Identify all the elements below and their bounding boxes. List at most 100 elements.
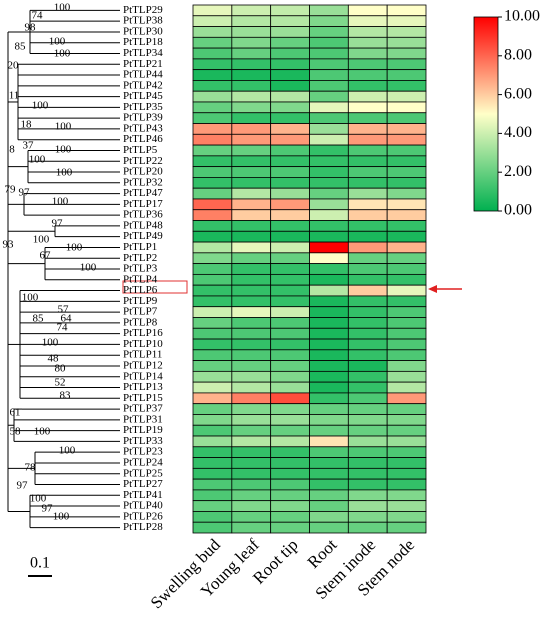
cell	[270, 370, 310, 383]
row-label: PtTLP14	[123, 370, 163, 382]
row-label: PtTLP49	[123, 230, 163, 242]
cell	[231, 424, 272, 437]
cell	[270, 478, 310, 491]
cell	[231, 101, 272, 114]
bootstrap-label: 97	[52, 218, 64, 230]
row-label: PtTLP41	[123, 489, 163, 501]
row-label: PtTLP6	[123, 284, 158, 296]
cell	[270, 435, 310, 448]
cell	[309, 500, 349, 512]
cell	[270, 284, 310, 297]
cell	[192, 36, 233, 49]
cell	[192, 263, 233, 275]
bootstrap-label: 20	[8, 60, 20, 72]
bootstrap-label: 48	[48, 353, 60, 365]
cell	[192, 414, 233, 426]
cell	[309, 392, 349, 405]
cell	[309, 370, 349, 383]
row-label: PtTLP8	[123, 316, 158, 328]
cell	[386, 230, 427, 243]
cell	[347, 446, 388, 458]
cell	[192, 101, 233, 114]
cell	[270, 123, 310, 135]
cell	[192, 112, 233, 124]
cell	[231, 338, 272, 351]
cell	[231, 4, 272, 17]
cell	[270, 26, 310, 38]
cell	[192, 295, 233, 308]
bootstrap-label: 100	[30, 493, 47, 505]
cell	[309, 327, 349, 340]
row-label: PtTLP34	[123, 47, 163, 59]
cell	[231, 467, 272, 480]
row-label: PtTLP2	[123, 252, 157, 264]
row-label: PtTLP45	[123, 90, 163, 102]
cell	[192, 360, 233, 372]
bootstrap-label: 64	[61, 313, 73, 325]
cell	[309, 521, 349, 534]
cell	[270, 90, 310, 103]
bootstrap-label: 97	[42, 503, 54, 515]
cell	[270, 263, 310, 275]
bootstrap-label: 100	[56, 167, 73, 179]
cell	[309, 241, 349, 254]
cell	[386, 133, 427, 146]
row-label: PtTLP40	[123, 500, 163, 512]
row-label: PtTLP19	[123, 424, 163, 436]
cell	[386, 349, 427, 361]
cell	[192, 80, 233, 92]
cell	[192, 338, 233, 351]
cell	[347, 273, 388, 286]
cell	[309, 80, 349, 92]
cell	[192, 123, 233, 135]
cell	[386, 198, 427, 211]
row-label: PtTLP20	[123, 166, 163, 178]
cell	[347, 155, 388, 168]
cell	[309, 112, 349, 124]
cell	[347, 457, 388, 469]
cell	[309, 123, 349, 135]
bootstrap-label: 37	[23, 140, 35, 152]
cell	[347, 177, 388, 189]
row-label: PtTLP4	[123, 273, 158, 285]
cell	[231, 58, 272, 71]
cell	[386, 338, 427, 351]
cell	[309, 317, 349, 329]
row-label: PtTLP32	[123, 176, 163, 188]
bootstrap-label: 74	[32, 10, 44, 22]
bootstrap-label: 100	[34, 426, 51, 438]
cell	[347, 69, 388, 81]
cell	[347, 90, 388, 103]
cell	[192, 284, 233, 297]
cell	[386, 435, 427, 448]
cell	[309, 295, 349, 308]
row-label: PtTLP28	[123, 521, 163, 533]
cell	[347, 144, 388, 157]
row-label: PtTLP9	[123, 295, 158, 307]
cell	[231, 198, 272, 211]
cell	[309, 90, 349, 103]
bootstrap-label: 58	[10, 426, 22, 438]
bootstrap-label: 93	[3, 239, 15, 251]
cell	[309, 489, 349, 502]
cell	[386, 252, 427, 265]
cell	[231, 241, 272, 254]
cell	[270, 338, 310, 351]
cell	[347, 47, 388, 60]
cell	[386, 306, 427, 318]
cell	[347, 381, 388, 394]
cell	[192, 187, 233, 200]
cell	[192, 435, 233, 448]
cell	[309, 209, 349, 221]
cell	[231, 511, 272, 523]
cell	[386, 295, 427, 308]
cell	[386, 284, 427, 297]
cell	[270, 317, 310, 329]
cell	[270, 144, 310, 157]
row-label: PtTLP21	[123, 58, 163, 70]
cell	[386, 209, 427, 221]
bootstrap-label: 79	[5, 184, 17, 196]
colorbar	[473, 16, 499, 212]
cell	[231, 220, 272, 232]
